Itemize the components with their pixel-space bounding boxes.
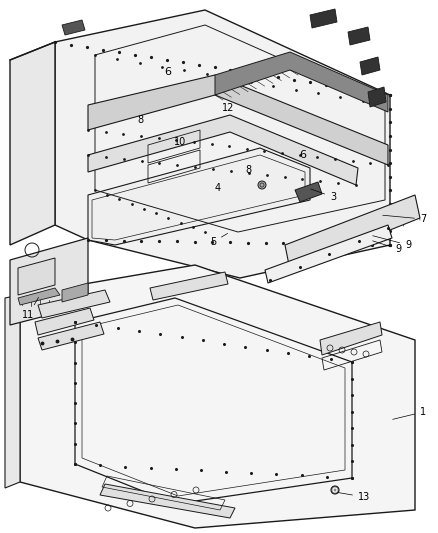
Text: 6: 6 <box>165 67 172 77</box>
Polygon shape <box>20 265 415 528</box>
Polygon shape <box>62 283 88 302</box>
Text: 5: 5 <box>210 233 228 247</box>
Text: 8: 8 <box>245 165 251 175</box>
Text: 12: 12 <box>222 103 234 113</box>
Text: 7: 7 <box>383 214 426 224</box>
Polygon shape <box>10 42 55 245</box>
Polygon shape <box>55 10 390 278</box>
Text: 4: 4 <box>215 183 221 193</box>
Text: 13: 13 <box>338 492 370 502</box>
Polygon shape <box>150 272 228 300</box>
Text: 1: 1 <box>393 407 426 419</box>
Polygon shape <box>88 115 358 185</box>
Polygon shape <box>35 308 94 335</box>
Polygon shape <box>265 225 392 283</box>
Text: 11: 11 <box>22 297 39 320</box>
Polygon shape <box>100 484 235 518</box>
Text: 3: 3 <box>311 189 336 202</box>
Polygon shape <box>38 322 104 350</box>
Polygon shape <box>18 258 55 295</box>
Text: 10: 10 <box>174 137 186 147</box>
Text: 8: 8 <box>137 115 143 125</box>
Polygon shape <box>5 295 20 488</box>
Polygon shape <box>368 87 386 107</box>
Circle shape <box>258 181 266 189</box>
Polygon shape <box>88 148 310 245</box>
Text: 9: 9 <box>373 236 411 250</box>
Polygon shape <box>10 238 88 325</box>
Polygon shape <box>295 182 322 202</box>
Polygon shape <box>285 195 420 270</box>
Polygon shape <box>360 57 380 75</box>
Polygon shape <box>320 322 382 355</box>
Polygon shape <box>38 290 110 318</box>
Text: 9: 9 <box>373 241 401 254</box>
Polygon shape <box>215 52 388 112</box>
Polygon shape <box>62 20 85 35</box>
Polygon shape <box>310 9 337 28</box>
Polygon shape <box>88 75 388 165</box>
Text: 6: 6 <box>300 150 307 160</box>
Polygon shape <box>18 288 60 305</box>
Polygon shape <box>348 27 370 45</box>
Circle shape <box>331 486 339 494</box>
